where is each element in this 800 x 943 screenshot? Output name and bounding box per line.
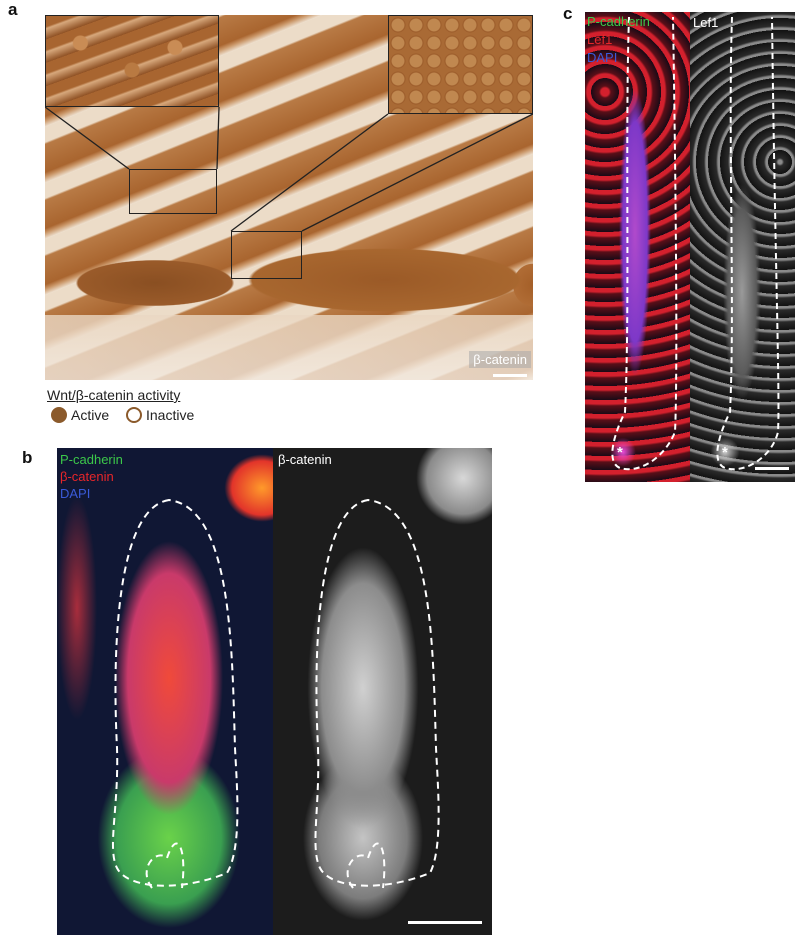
legend-label-active: Active [71, 407, 110, 423]
panel-a-scalebar [493, 374, 527, 377]
inactive-swatch-icon [126, 407, 142, 423]
zoom-box-right [231, 231, 302, 279]
panel-b-channel-label-pcadherin: P-cadherin [60, 452, 123, 467]
dermal-papilla-marker: * [617, 444, 623, 461]
panel-c-merge-image: P-cadherin Lef1 DAPI * [585, 12, 690, 482]
panel-c-scalebar [755, 467, 789, 470]
panel-b-gray-image: β-catenin [273, 448, 492, 935]
active-swatch-icon [51, 407, 67, 423]
zoom-connector-lines [45, 106, 533, 232]
panel-c-letter: c [563, 4, 573, 23]
panel-c-channel-label-dapi: DAPI [587, 50, 618, 65]
panel-a-letter: a [8, 0, 18, 19]
panel-a-histology-image: β-catenin [45, 15, 533, 380]
legend-label-inactive: Inactive [146, 407, 195, 423]
panel-b-channel-label-dapi: DAPI [60, 486, 91, 501]
zoom-box-left [129, 169, 217, 214]
follicle-outline-gray [314, 498, 440, 889]
panel-c-gray-label: Lef1 [693, 15, 719, 30]
inset-right [388, 15, 533, 114]
panel-c-channel-label-pcadherin: P-cadherin [587, 14, 650, 29]
legend-item-inactive: Inactive [126, 407, 194, 423]
panel-a-stain-label: β-catenin [469, 351, 531, 368]
panel-b-gray-label: β-catenin [278, 452, 332, 467]
panel-b-scalebar [408, 921, 482, 924]
panel-b-merge-image: P-cadherin β-catenin DAPI [57, 448, 273, 935]
follicle-outline-c-gray [716, 16, 780, 471]
dermal-papilla-marker-gray: * [722, 444, 728, 461]
inset-left [45, 15, 219, 107]
panel-b-letter: b [22, 448, 33, 467]
panel-c-gray-image: Lef1 * [690, 12, 795, 482]
tissue-gap [45, 315, 533, 380]
follicle-outline [112, 498, 239, 889]
legend-item-active: Active [51, 407, 109, 423]
panel-b-channel-label-bcatenin: β-catenin [60, 469, 114, 484]
follicle-outline-c [611, 16, 678, 471]
panel-c-channel-label-lef1: Lef1 [587, 32, 613, 47]
legend-title: Wnt/β-catenin activity [47, 387, 181, 403]
